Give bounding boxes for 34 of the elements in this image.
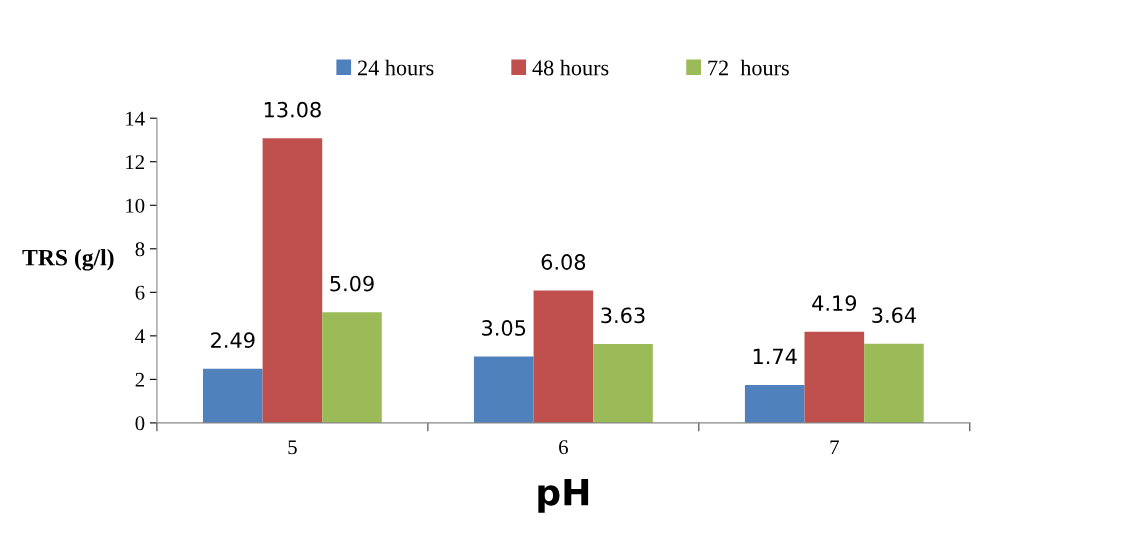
x-tick-label: 5	[288, 440, 297, 455]
y-tick-label: 12	[126, 155, 144, 169]
data-label: 4.19	[812, 295, 857, 312]
data-label: 3.63	[601, 307, 645, 324]
bar	[864, 343, 924, 423]
x-tick-label: 6	[559, 440, 568, 455]
y-tick-label: 4	[135, 329, 145, 344]
y-tick-label: 0	[135, 416, 145, 431]
bar	[322, 312, 382, 423]
legend-label: 24 hours	[358, 59, 434, 76]
y-tick-label: 6	[135, 285, 145, 300]
y-tick-label: 8	[135, 242, 145, 257]
data-label: 6.08	[541, 254, 586, 270]
legend-label: 48 hours	[532, 59, 609, 76]
y-tick-label: 14	[126, 111, 145, 126]
data-label: 1.74	[753, 348, 797, 365]
data-label: 3.05	[482, 320, 526, 336]
bar	[744, 385, 805, 423]
y-tick-label: 2	[135, 372, 144, 387]
data-label: 2.49	[211, 332, 255, 349]
y-tick-label: 10	[126, 198, 145, 213]
legend-label: 72 hours	[708, 59, 789, 76]
data-label: 13.08	[264, 101, 321, 118]
bar	[202, 368, 263, 423]
x-axis-title: pH	[538, 479, 589, 513]
x-tick-label: 7	[830, 440, 839, 455]
y-axis-title: TRS (g/l)	[22, 248, 114, 271]
bar	[533, 290, 594, 423]
data-label: 5.09	[330, 275, 374, 292]
data-label: 3.64	[872, 307, 916, 323]
bar	[473, 356, 534, 423]
bar	[804, 331, 865, 423]
bar	[262, 138, 323, 423]
bar	[593, 343, 653, 423]
